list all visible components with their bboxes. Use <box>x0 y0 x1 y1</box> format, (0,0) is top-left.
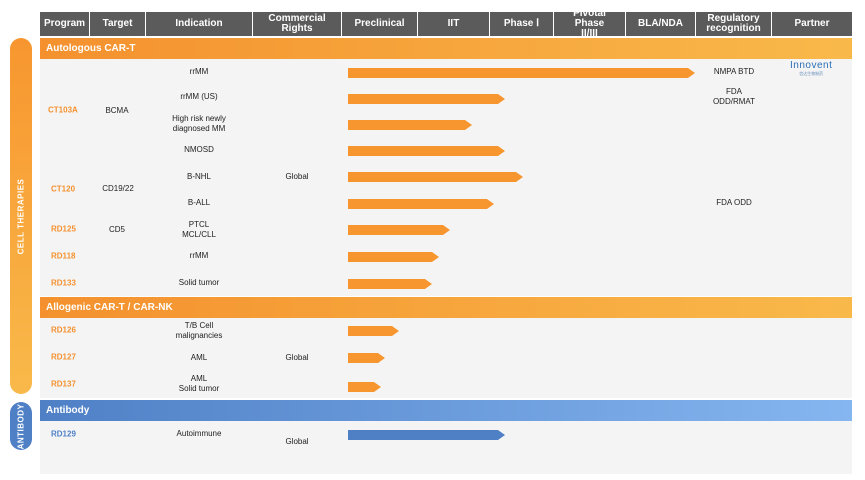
target-bcma: BCMA <box>105 106 129 115</box>
progress-arrow <box>348 120 473 130</box>
progress-arrow <box>348 252 440 262</box>
regulatory-fda-odd: FDA ODD <box>716 198 752 207</box>
progress-arrow <box>348 326 400 336</box>
indication-autoimmune: Autoimmune <box>176 429 222 438</box>
program-ct120: CT120 <box>51 184 76 194</box>
indication-bnhl: B-NHL <box>186 172 212 181</box>
rights-global-autologous: Global <box>285 172 309 181</box>
program-rd126: RD126 <box>51 325 76 335</box>
progress-arrow <box>348 146 505 156</box>
program-rd127: RD127 <box>51 352 76 362</box>
indication-aml-solid: AML Solid tumor <box>178 374 220 393</box>
program-rd125: RD125 <box>51 224 76 234</box>
progress-arrow <box>348 279 432 289</box>
indication-tb-cell: T/B Cell malignancies <box>175 321 223 340</box>
antibody-panel <box>40 421 852 474</box>
indication-rrmm-2: rrMM <box>189 251 209 260</box>
progress-arrow <box>348 172 524 182</box>
progress-arrow <box>348 225 451 235</box>
logo-name: Innovent <box>790 60 833 71</box>
header-indication: Indication <box>146 12 253 36</box>
regulatory-fda-odd-rmat: FDA ODD/RMAT <box>712 87 756 106</box>
rights-global-antibody: Global <box>285 437 309 446</box>
indication-aml: AML <box>190 353 208 362</box>
header-phase-1: Phase Ⅰ <box>490 12 554 36</box>
innovent-logo: Innovent 信达生物制药 <box>790 60 832 77</box>
header-regulatory: Regulatory recognition <box>696 12 772 36</box>
header-bla-nda: BLA/NDA <box>626 12 696 36</box>
header-target: Target <box>90 12 146 36</box>
program-rd129: RD129 <box>51 429 76 439</box>
header-commercial-rights: Commercial Rights <box>253 12 342 36</box>
program-rd133: RD133 <box>51 278 76 288</box>
antibody-label: ANTIBODY <box>10 402 32 450</box>
program-rd118: RD118 <box>51 251 76 261</box>
indication-rrmm: rrMM <box>189 67 209 76</box>
indication-nmosd: NMOSD <box>184 145 214 154</box>
progress-arrow <box>348 199 494 209</box>
progress-arrow <box>348 68 695 78</box>
cell-therapies-label: CELL THERAPIES <box>10 38 32 394</box>
header-program: Program <box>40 12 90 36</box>
target-cd5: CD5 <box>108 225 126 234</box>
section-allogenic: Allogenic CAR-T / CAR-NK <box>40 297 852 318</box>
indication-rrmm-us: rrMM (US) <box>180 92 218 101</box>
progress-arrow <box>348 353 385 363</box>
section-autologous: Autologous CAR-T <box>40 38 852 59</box>
indication-solid-tumor: Solid tumor <box>178 278 220 287</box>
progress-arrow <box>348 382 381 392</box>
header-partner: Partner <box>772 12 852 36</box>
progress-arrow <box>348 94 505 104</box>
indication-hr-ndmm: High risk newly diagnosed MM <box>172 114 226 133</box>
header-preclinical: Preclinical <box>342 12 418 36</box>
progress-arrow <box>348 430 505 440</box>
section-antibody: Antibody <box>40 400 852 421</box>
rights-global-allogenic: Global <box>285 353 309 362</box>
header-iit: IIT <box>418 12 490 36</box>
target-cd19-22: CD19/22 <box>102 184 134 193</box>
program-ct103a: CT103A <box>48 105 78 115</box>
indication-ball: B-ALL <box>187 198 211 207</box>
regulatory-nmpa-btd: NMPA BTD <box>713 67 755 76</box>
indication-ptcl: PTCL MCL/CLL <box>182 220 216 239</box>
allogenic-panel <box>40 318 852 398</box>
program-rd137: RD137 <box>51 379 76 389</box>
header-pivotal: Pivotal Phase II/III <box>554 9 626 39</box>
logo-subtitle: 信达生物制药 <box>799 71 824 76</box>
